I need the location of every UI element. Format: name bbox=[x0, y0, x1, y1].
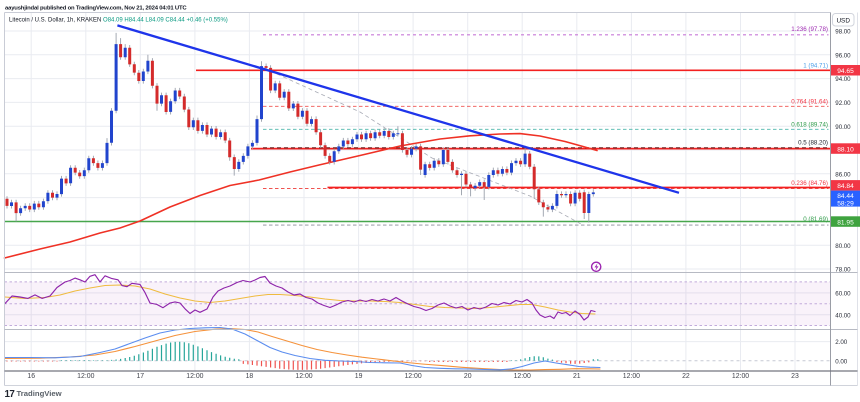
svg-text:aayushjindal published on Trad: aayushjindal published on TradingView.co… bbox=[5, 6, 187, 12]
svg-text:12:00: 12:00 bbox=[186, 373, 203, 380]
svg-text:23: 23 bbox=[791, 373, 799, 380]
svg-text:TradingView: TradingView bbox=[17, 389, 62, 398]
svg-text:12:00: 12:00 bbox=[732, 373, 749, 380]
svg-text:USD: USD bbox=[836, 17, 850, 24]
svg-text:81.95: 81.95 bbox=[837, 219, 854, 226]
svg-text:22: 22 bbox=[682, 373, 690, 380]
svg-text:0.00: 0.00 bbox=[835, 358, 847, 365]
svg-text:0.764 (91.64): 0.764 (91.64) bbox=[791, 98, 828, 105]
svg-text:84.44: 84.44 bbox=[837, 193, 854, 200]
svg-text:12:00: 12:00 bbox=[295, 373, 312, 380]
svg-text:90.00: 90.00 bbox=[835, 124, 851, 131]
svg-text:17: 17 bbox=[136, 373, 144, 380]
svg-text:96.00: 96.00 bbox=[835, 52, 851, 59]
svg-text:21: 21 bbox=[573, 373, 581, 380]
svg-text:0 (81.69): 0 (81.69) bbox=[803, 216, 828, 223]
svg-text:16: 16 bbox=[27, 373, 35, 380]
svg-text:0.236 (84.76): 0.236 (84.76) bbox=[791, 180, 828, 187]
svg-text:19: 19 bbox=[355, 373, 363, 380]
svg-text:12:00: 12:00 bbox=[77, 373, 94, 380]
svg-text:40.00: 40.00 bbox=[835, 312, 851, 319]
svg-text:58:29: 58:29 bbox=[837, 200, 854, 207]
svg-text:2.00: 2.00 bbox=[835, 339, 847, 346]
svg-text:60.00: 60.00 bbox=[835, 291, 851, 298]
svg-text:12:00: 12:00 bbox=[514, 373, 531, 380]
svg-text:92.00: 92.00 bbox=[835, 100, 851, 107]
svg-text:17: 17 bbox=[5, 389, 16, 400]
svg-text:1 (94.71): 1 (94.71) bbox=[803, 62, 828, 69]
svg-text:0.618 (89.74): 0.618 (89.74) bbox=[791, 121, 828, 128]
svg-text:12:00: 12:00 bbox=[623, 373, 640, 380]
svg-text:78.00: 78.00 bbox=[835, 267, 851, 274]
svg-text:18: 18 bbox=[246, 373, 254, 380]
svg-text:94.00: 94.00 bbox=[835, 76, 851, 83]
svg-text:86.00: 86.00 bbox=[835, 171, 851, 178]
svg-text:98.00: 98.00 bbox=[835, 29, 851, 36]
svg-text:80.00: 80.00 bbox=[835, 243, 851, 250]
svg-text:20: 20 bbox=[464, 373, 472, 380]
svg-text:88.10: 88.10 bbox=[837, 146, 854, 153]
svg-text:Litecoin / U.S. Dollar, 1h, KR: Litecoin / U.S. Dollar, 1h, KRAKEN O84.0… bbox=[9, 18, 228, 24]
svg-text:0.5 (88.20): 0.5 (88.20) bbox=[798, 140, 828, 147]
svg-text:1.236 (97.78): 1.236 (97.78) bbox=[791, 26, 828, 33]
svg-text:12:00: 12:00 bbox=[404, 373, 421, 380]
svg-text:94.65: 94.65 bbox=[837, 68, 854, 75]
svg-text:84.84: 84.84 bbox=[837, 183, 854, 190]
